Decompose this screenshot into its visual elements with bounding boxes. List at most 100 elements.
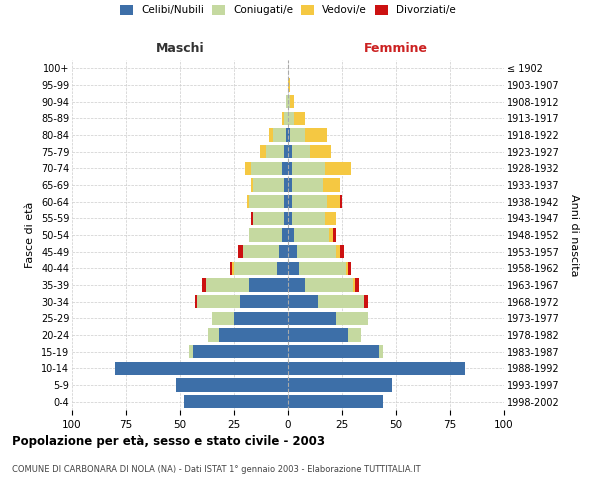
Bar (281, 162, 288, 175)
Bar (269, 128, 273, 141)
Bar (197, 295, 241, 308)
Bar (329, 228, 334, 241)
Bar (325, 162, 350, 175)
Bar (335, 245, 340, 258)
Bar (323, 178, 340, 192)
Bar (340, 195, 342, 208)
Bar (288, 262, 299, 275)
Bar (318, 295, 364, 308)
Bar (234, 312, 288, 325)
Bar (281, 228, 288, 241)
Bar (249, 228, 281, 241)
Bar (334, 228, 335, 241)
Bar (251, 212, 253, 225)
Bar (295, 112, 305, 125)
Bar (288, 128, 290, 141)
Text: Femmine: Femmine (364, 42, 428, 55)
Bar (355, 278, 359, 291)
Bar (288, 328, 349, 342)
Legend: Celibi/Nubili, Coniugati/e, Vedovi/e, Divorziati/e: Celibi/Nubili, Coniugati/e, Vedovi/e, Di… (120, 5, 456, 15)
Bar (230, 262, 232, 275)
Bar (288, 212, 292, 225)
Bar (206, 278, 249, 291)
Bar (184, 395, 288, 408)
Bar (280, 245, 288, 258)
Bar (327, 195, 340, 208)
Bar (195, 295, 197, 308)
Bar (292, 178, 323, 192)
Bar (238, 245, 242, 258)
Bar (266, 145, 284, 158)
Bar (288, 145, 292, 158)
Bar (296, 245, 335, 258)
Bar (335, 312, 368, 325)
Bar (249, 195, 284, 208)
Bar (288, 378, 392, 392)
Bar (253, 212, 284, 225)
Y-axis label: Anni di nascita: Anni di nascita (569, 194, 579, 276)
Bar (281, 112, 284, 125)
Bar (288, 78, 290, 92)
Bar (288, 95, 290, 108)
Bar (176, 378, 288, 392)
Bar (202, 278, 206, 291)
Bar (284, 112, 288, 125)
Bar (310, 145, 331, 158)
Bar (249, 278, 288, 291)
Bar (188, 345, 193, 358)
Bar (288, 295, 318, 308)
Bar (288, 245, 296, 258)
Bar (288, 312, 335, 325)
Bar (212, 312, 234, 325)
Bar (288, 278, 305, 291)
Bar (292, 195, 327, 208)
Bar (232, 262, 234, 275)
Bar (292, 212, 325, 225)
Bar (245, 162, 251, 175)
Bar (115, 362, 288, 375)
Bar (364, 295, 368, 308)
Text: COMUNE DI CARBONARA DI NOLA (NA) - Dati ISTAT 1° gennaio 2003 - Elaborazione TUT: COMUNE DI CARBONARA DI NOLA (NA) - Dati … (12, 465, 421, 474)
Bar (290, 95, 295, 108)
Bar (286, 95, 288, 108)
Bar (295, 228, 329, 241)
Bar (340, 245, 344, 258)
Bar (305, 278, 353, 291)
Bar (349, 262, 350, 275)
Bar (288, 345, 379, 358)
Bar (247, 195, 249, 208)
Bar (242, 245, 280, 258)
Bar (325, 212, 335, 225)
Bar (288, 178, 292, 192)
Y-axis label: Fasce di età: Fasce di età (25, 202, 35, 268)
Bar (288, 395, 383, 408)
Bar (288, 228, 295, 241)
Bar (288, 362, 465, 375)
Bar (193, 345, 288, 358)
Bar (290, 128, 305, 141)
Bar (305, 128, 327, 141)
Bar (288, 162, 292, 175)
Bar (241, 295, 288, 308)
Bar (292, 145, 310, 158)
Bar (273, 128, 286, 141)
Bar (284, 195, 288, 208)
Bar (251, 162, 281, 175)
Bar (284, 145, 288, 158)
Bar (253, 178, 284, 192)
Text: Popolazione per età, sesso e stato civile - 2003: Popolazione per età, sesso e stato civil… (12, 435, 325, 448)
Bar (299, 262, 346, 275)
Bar (288, 195, 292, 208)
Bar (251, 178, 253, 192)
Bar (284, 212, 288, 225)
Bar (288, 112, 295, 125)
Bar (379, 345, 383, 358)
Bar (284, 178, 288, 192)
Bar (292, 162, 325, 175)
Bar (208, 328, 219, 342)
Bar (234, 262, 277, 275)
Bar (219, 328, 288, 342)
Bar (349, 328, 361, 342)
Text: Maschi: Maschi (155, 42, 205, 55)
Bar (346, 262, 349, 275)
